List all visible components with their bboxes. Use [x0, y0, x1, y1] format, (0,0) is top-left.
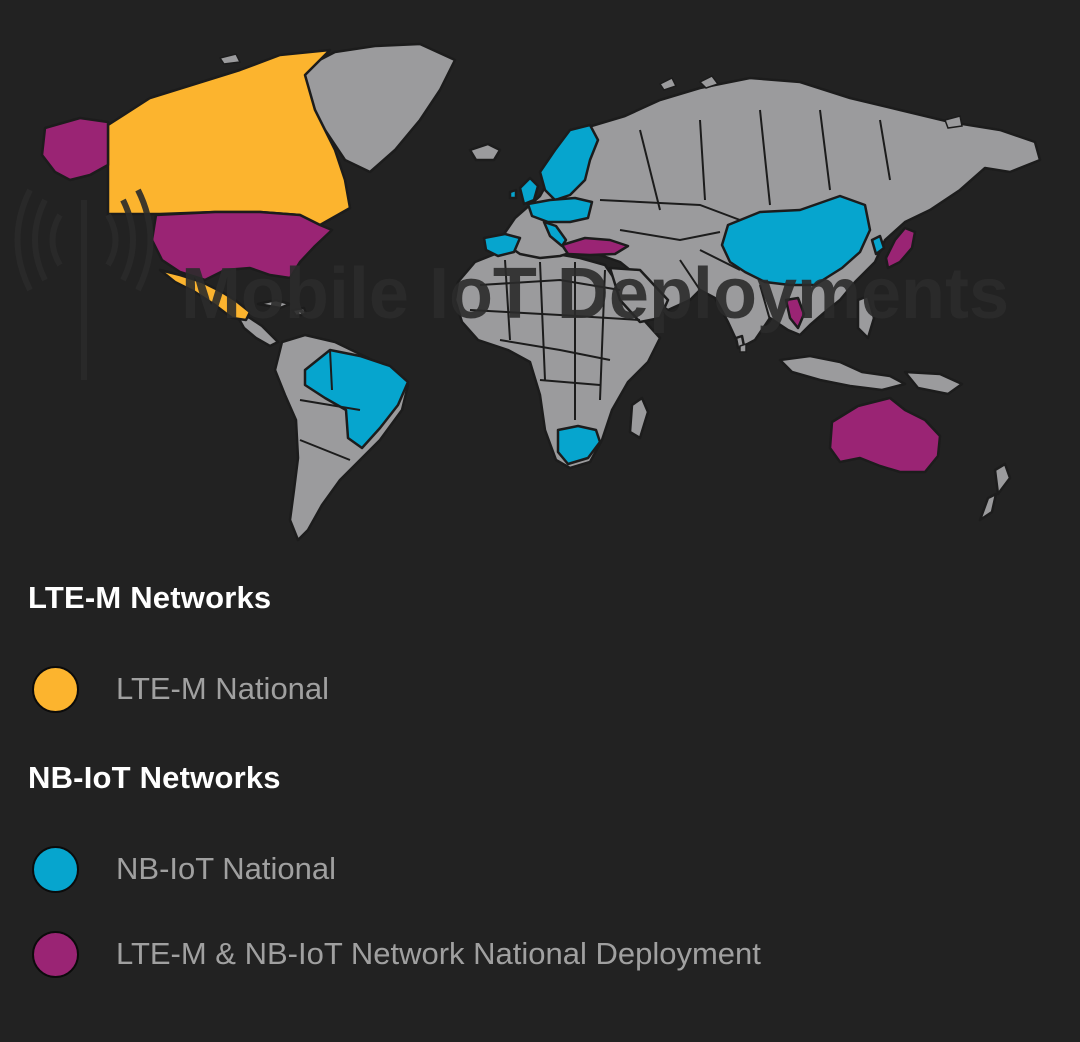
ltem-section-title: LTE-M Networks [28, 580, 272, 615]
nbiot-section-title: NB-IoT Networks [28, 760, 281, 795]
world-map [40, 42, 1042, 542]
legend-item-nbiot-national: NB-IoT National [32, 844, 336, 894]
region-scandinavia [538, 123, 600, 202]
region-china [720, 194, 872, 287]
nbiot-national-swatch-icon [32, 845, 79, 893]
region-new-zealand [978, 462, 1012, 522]
legend-label-ltem-nbiot-deployment: LTE-M & NB-IoT Network National Deployme… [116, 936, 761, 971]
region-africa [453, 248, 662, 470]
region-united-states [150, 210, 334, 282]
region-japan [884, 226, 917, 270]
region-madagascar [628, 396, 650, 440]
region-south-korea [870, 234, 886, 256]
region-turkey [560, 236, 630, 257]
legend-item-ltem-national: LTE-M National [32, 664, 329, 714]
region-arabia [608, 266, 670, 324]
country-borders [299, 109, 891, 461]
region-central-europe [526, 196, 594, 224]
legend-label-nbiot-national: NB-IoT National [116, 851, 336, 886]
region-south-africa [556, 424, 602, 466]
region-iceland [468, 142, 502, 162]
region-spain-portugal [482, 232, 522, 258]
ltem-nbiot-deployment-swatch-icon [32, 930, 79, 978]
world-map-panel: Mobile IoT Deployments [40, 42, 1042, 542]
region-mexico [158, 268, 252, 322]
ltem-national-swatch-icon [32, 665, 79, 713]
region-thailand [784, 296, 806, 330]
region-alaska [40, 116, 110, 182]
region-uk-ireland [508, 176, 540, 206]
region-philippines [856, 294, 876, 340]
region-papua [903, 370, 964, 396]
region-italy [542, 220, 568, 248]
region-caribbean [256, 298, 308, 318]
legend-label-ltem-national: LTE-M National [116, 671, 330, 706]
region-australia [828, 396, 942, 474]
legend-item-ltem-nbiot-deployment: LTE-M & NB-IoT Network National Deployme… [32, 929, 761, 979]
small-islands [218, 53, 963, 353]
region-indonesia [778, 354, 907, 392]
